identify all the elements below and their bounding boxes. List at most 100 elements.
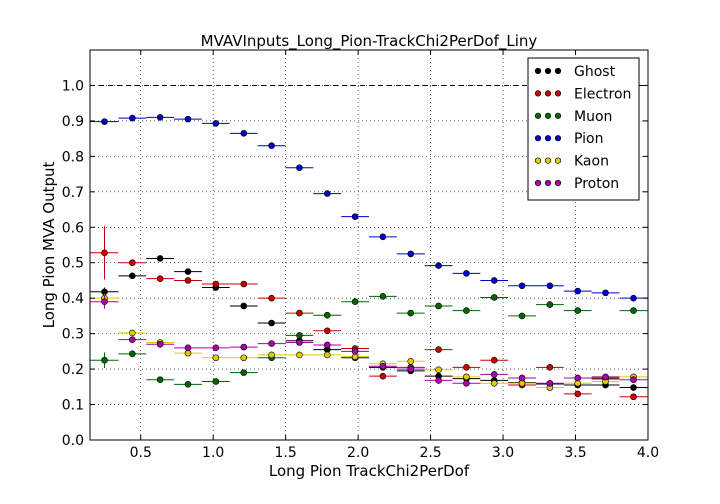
data-point (518, 374, 526, 382)
legend-marker (534, 67, 542, 75)
legend-item-proton: Proton (534, 176, 619, 192)
data-point (407, 309, 415, 317)
data-point (546, 379, 554, 387)
data-point (129, 329, 136, 337)
data-point (407, 357, 415, 365)
data-point (156, 340, 164, 348)
legend-item-muon: Muon (534, 109, 612, 125)
data-point (379, 293, 387, 300)
y-tick-label: 0.1 (62, 398, 84, 414)
data-point (435, 302, 442, 310)
y-tick-label: 0.7 (62, 185, 84, 201)
data-point (379, 372, 387, 380)
x-axis-label: Long Pion TrackChi2PerDof (269, 462, 470, 480)
legend-marker (534, 90, 542, 97)
data-point (602, 289, 609, 297)
ticks: 0.5 1.0 1.5 2.0 2.5 3.0 3.5 4.0 0.0 0.1 0.2 0.3 0.4 0… (62, 50, 659, 461)
data-point (129, 350, 136, 358)
data-point (184, 381, 192, 388)
y-tick-label: 0.3 (62, 327, 84, 343)
data-point (435, 377, 442, 384)
data-point (101, 288, 108, 296)
x-tick-label: 3.5 (564, 445, 586, 461)
data-point (574, 374, 582, 382)
data-point (240, 369, 248, 376)
data-point (574, 287, 582, 295)
legend-marker (554, 179, 562, 187)
data-point (268, 319, 275, 327)
series-pion (90, 114, 648, 302)
legend-marker (534, 135, 542, 142)
data-point (323, 351, 331, 359)
data-point (240, 130, 248, 137)
legend: Ghost Electron Muon Pion Kaon Proton (527, 57, 640, 201)
data-point (268, 351, 275, 359)
data-point (574, 307, 582, 314)
x-tick-label: 1.0 (202, 445, 224, 461)
data-point (323, 190, 331, 197)
legend-marker (554, 67, 562, 75)
data-point (546, 301, 554, 308)
legend-label: Pion (574, 131, 603, 147)
x-tick-label: 1.5 (275, 445, 297, 461)
data-point (518, 312, 526, 320)
data-point (574, 390, 582, 398)
data-point (435, 346, 442, 353)
data-point (351, 298, 359, 306)
data-point (630, 376, 637, 384)
legend-marker (554, 157, 562, 164)
y-tick-label: 0.0 (62, 433, 84, 449)
y-tick-label: 0.6 (62, 220, 84, 236)
data-point (156, 376, 164, 384)
data-point (490, 379, 498, 387)
data-point (156, 255, 164, 262)
legend-item-pion: Pion (534, 131, 603, 147)
data-point (212, 354, 220, 362)
data-point (323, 341, 331, 349)
legend-label: Muon (574, 109, 612, 125)
legend-marker (534, 157, 542, 164)
data-point (296, 309, 303, 317)
legend-item-ghost: Ghost (534, 64, 616, 80)
x-tick-label: 4.0 (637, 445, 659, 461)
data-point (296, 339, 303, 346)
data-point (184, 344, 192, 352)
data-point (129, 336, 136, 343)
data-point (546, 364, 554, 371)
data-point (129, 272, 136, 280)
data-point (240, 354, 248, 362)
legend-label: Kaon (574, 154, 609, 170)
data-point (490, 277, 498, 284)
data-point (129, 259, 136, 267)
data-point (518, 282, 526, 290)
y-tick-label: 0.9 (62, 114, 84, 130)
data-point (630, 307, 637, 314)
legend-label: Proton (574, 176, 619, 192)
series-electron (90, 226, 648, 401)
x-tick-label: 2.0 (347, 445, 369, 461)
y-tick-label: 0.5 (62, 256, 84, 272)
data-point (101, 298, 108, 306)
data-point (463, 364, 470, 371)
data-point (379, 233, 387, 241)
data-point (101, 356, 108, 364)
legend-marker (554, 112, 562, 119)
data-point (240, 280, 248, 288)
data-point (268, 142, 275, 150)
data-point (407, 250, 415, 258)
data-point (268, 294, 275, 302)
x-tick-label: 2.5 (419, 445, 441, 461)
data-point (630, 294, 637, 302)
data-point (184, 115, 192, 123)
legend-marker (544, 157, 552, 164)
series-proton (90, 294, 648, 387)
legend-marker (544, 90, 552, 97)
series-ghost (90, 255, 648, 391)
legend-marker (544, 112, 552, 119)
data-point (212, 120, 220, 127)
data-point (490, 356, 498, 364)
legend-marker (534, 112, 542, 119)
data-point (546, 282, 554, 290)
legend-box (527, 57, 640, 201)
